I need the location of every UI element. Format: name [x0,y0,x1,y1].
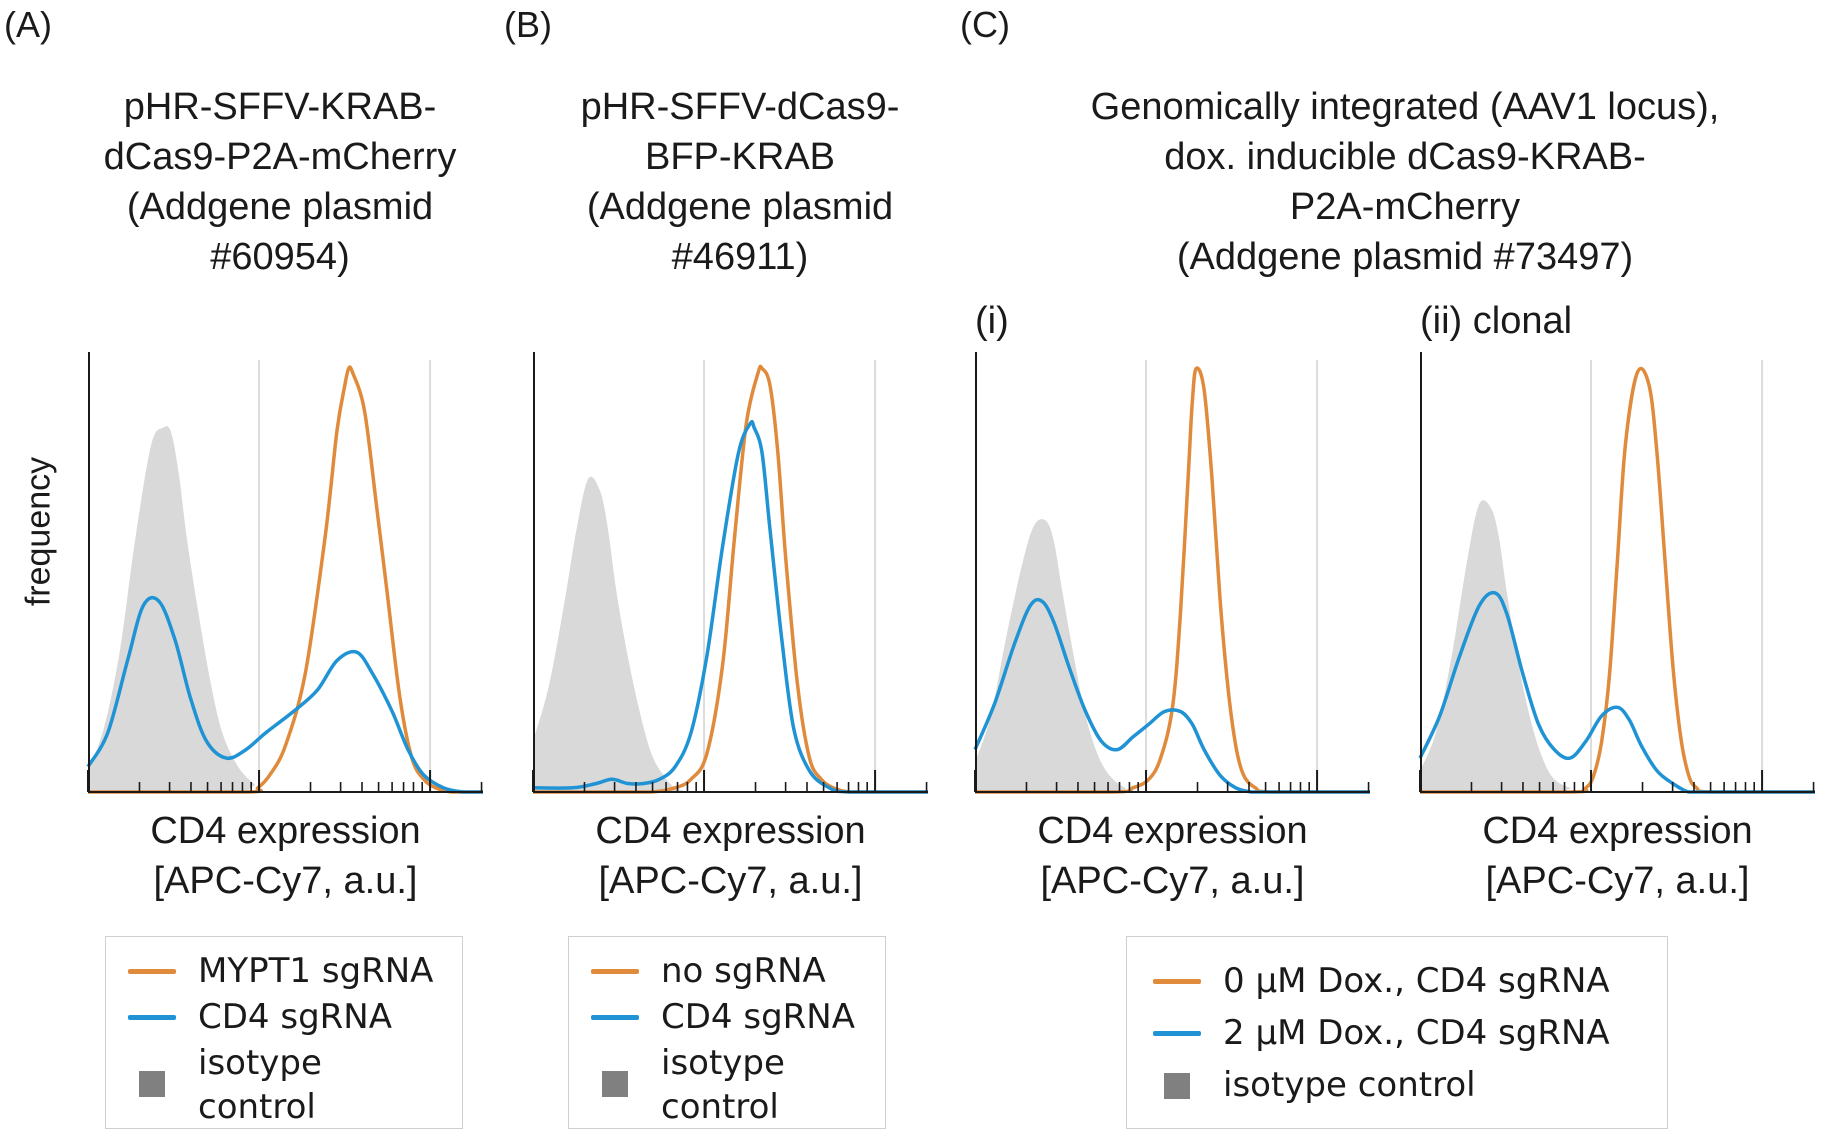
x-label-line: CD4 expression [1037,810,1308,852]
title-b-line: (Addgene plasmid [586,186,894,228]
legend-c-orange-label: 0 µM Dox., CD4 sgRNA [1223,961,1610,1001]
blue-line-swatch [1153,1031,1201,1036]
title-c-line: P2A-mCherry [1289,186,1521,228]
x-axis-label-a: CD4 expression [APC-Cy7, a.u.] [88,806,483,906]
title-b-line: pHR-SFFV-dCas9- [580,86,900,128]
legend-c-gray-label: isotype control [1223,1065,1476,1105]
isotype-area [533,476,928,792]
title-b-line: BFP-KRAB [644,136,836,178]
histogram-panel-c-ii [1418,352,1815,794]
title-c-line: (Addgene plasmid #73497) [1176,236,1634,278]
orange-series-line [1420,366,1815,794]
orange-series-line [533,364,928,794]
legend-c: 0 µM Dox., CD4 sgRNA 2 µM Dox., CD4 sgRN… [1126,936,1668,1129]
panel-label-b: (B) [504,4,552,45]
title-a-line: dCas9-P2A-mCherry [103,136,457,178]
isotype-area [1420,500,1815,792]
legend-b: no sgRNA CD4 sgRNA isotype control [568,936,886,1129]
blue-line-swatch [128,1015,176,1020]
orange-line-swatch [1153,979,1201,984]
gray-box-swatch [139,1071,165,1097]
histogram-panel-a [86,352,483,794]
orange-line-swatch [128,969,176,974]
legend-b-orange-label: no sgRNA [661,951,826,991]
title-a-line: #60954) [210,236,350,278]
legend-b-gray-line: isotype [661,1043,785,1083]
x-axis-label-c-ii: CD4 expression [APC-Cy7, a.u.] [1420,806,1815,906]
legend-b-blue: CD4 sgRNA [591,995,855,1039]
legend-b-gray-line: control [661,1087,779,1127]
legend-c-blue-label: 2 µM Dox., CD4 sgRNA [1223,1013,1610,1053]
title-b: pHR-SFFV-dCas9- BFP-KRAB (Addgene plasmi… [530,82,950,282]
x-label-line: [APC-Cy7, a.u.] [1040,860,1305,902]
legend-a-orange: MYPT1 sgRNA [128,949,433,993]
orange-series-line [975,366,1370,794]
legend-a-blue: CD4 sgRNA [128,995,392,1039]
x-label-line: [APC-Cy7, a.u.] [153,860,418,902]
legend-c-blue: 2 µM Dox., CD4 sgRNA [1153,1011,1610,1055]
title-a: pHR-SFFV-KRAB- dCas9-P2A-mCherry (Addgen… [80,82,480,282]
legend-a-gray-line: isotype [198,1043,322,1083]
sublabel-ii: (ii) clonal [1420,300,1573,342]
x-label-line: CD4 expression [595,810,866,852]
x-axis-label-b: CD4 expression [APC-Cy7, a.u.] [533,806,928,906]
isotype-area [975,519,1370,792]
legend-a-blue-label: CD4 sgRNA [198,997,392,1037]
title-c-line: dox. inducible dCas9-KRAB- [1164,136,1646,178]
title-c-line: Genomically integrated (AAV1 locus), [1090,86,1720,128]
orange-line-swatch [591,969,639,974]
title-b-line: #46911) [671,236,809,278]
blue-line-swatch [591,1015,639,1020]
isotype-area [88,426,483,792]
legend-a-gray: isotype control [128,1041,322,1129]
legend-c-gray: isotype control [1153,1063,1476,1107]
gray-box-swatch [602,1071,628,1097]
x-label-line: [APC-Cy7, a.u.] [598,860,863,902]
y-axis-label: frequency [19,456,58,607]
legend-a-gray-line: control [198,1087,316,1127]
histogram-panel-b [532,352,928,794]
panel-label-a: (A) [4,4,52,45]
title-c: Genomically integrated (AAV1 locus), dox… [1030,82,1780,282]
legend-b-orange: no sgRNA [591,949,826,993]
x-label-line: [APC-Cy7, a.u.] [1485,860,1750,902]
x-label-line: CD4 expression [150,810,421,852]
title-a-line: (Addgene plasmid [126,186,434,228]
histogram-panel-c-i [973,352,1370,794]
x-axis-label-c-i: CD4 expression [APC-Cy7, a.u.] [975,806,1370,906]
legend-a-orange-label: MYPT1 sgRNA [198,951,434,991]
gray-box-swatch [1164,1073,1190,1099]
legend-a: MYPT1 sgRNA CD4 sgRNA isotype control [105,936,463,1129]
legend-c-orange: 0 µM Dox., CD4 sgRNA [1153,959,1610,1003]
legend-b-blue-label: CD4 sgRNA [661,997,855,1037]
legend-b-gray-label: isotype control [661,1041,785,1129]
legend-a-gray-label: isotype control [198,1041,322,1129]
sublabel-i: (i) [975,300,1009,342]
panel-label-c: (C) [960,4,1010,45]
blue-series-line [532,419,928,794]
x-label-line: CD4 expression [1482,810,1753,852]
blue-series-line [86,595,483,794]
legend-b-gray: isotype control [591,1041,785,1129]
title-a-line: pHR-SFFV-KRAB- [123,86,437,128]
orange-series-line [88,365,483,794]
